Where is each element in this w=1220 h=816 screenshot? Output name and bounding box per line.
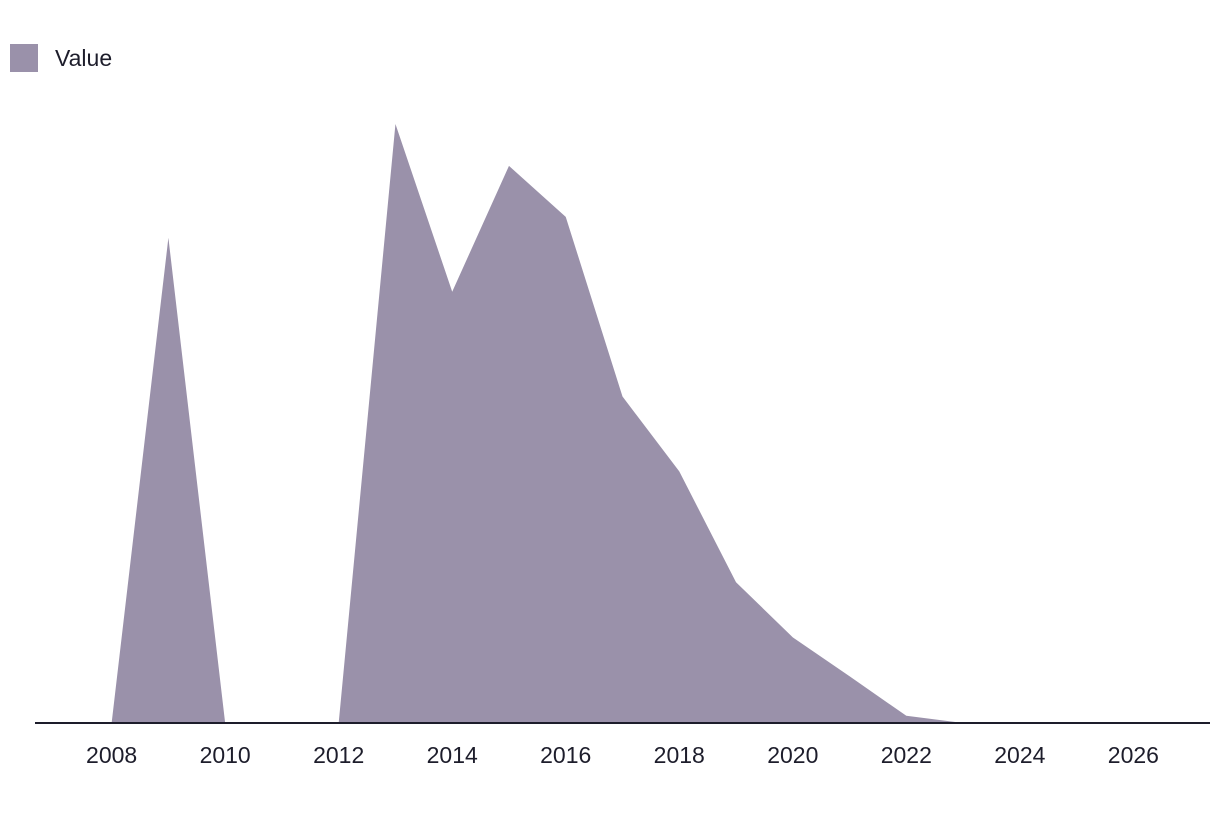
- x-tick-label-2020: 2020: [767, 742, 818, 768]
- legend-swatch: [10, 44, 38, 72]
- x-tick-label-2010: 2010: [200, 742, 251, 768]
- legend-label: Value: [55, 44, 113, 71]
- x-tick-label-2024: 2024: [994, 742, 1045, 768]
- x-tick-label-2016: 2016: [540, 742, 591, 768]
- series-area-value: [111, 124, 1191, 723]
- x-tick-label-2012: 2012: [313, 742, 364, 768]
- x-tick-label-2022: 2022: [881, 742, 932, 768]
- legend: Value: [10, 44, 112, 72]
- x-tick-label-2008: 2008: [86, 742, 137, 768]
- x-tick-label-2014: 2014: [427, 742, 478, 768]
- x-tick-label-2018: 2018: [654, 742, 705, 768]
- x-tick-label-2026: 2026: [1108, 742, 1159, 768]
